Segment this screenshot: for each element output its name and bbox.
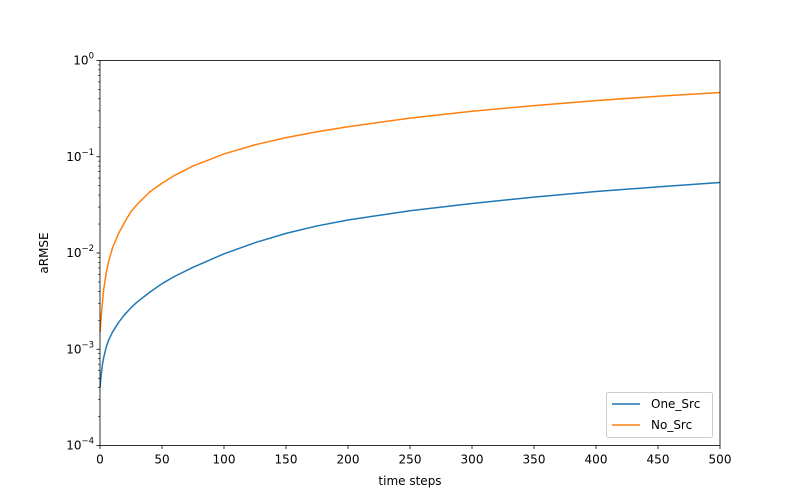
series-line-no-src	[99, 91, 721, 333]
y-tick-label: 100	[73, 52, 94, 68]
x-tick-label: 300	[461, 453, 484, 467]
series-layer	[99, 91, 721, 388]
x-tick-label: 350	[523, 453, 546, 467]
y-axis: 10−4 10−3 10−2 10−1 100	[66, 52, 100, 453]
y-tick-label: 10−2	[66, 244, 94, 260]
x-tick-label: 200	[337, 453, 360, 467]
x-tick-label: 0	[96, 453, 104, 467]
legend: One_Src No_Src	[606, 392, 713, 438]
x-tick-label: 50	[154, 453, 169, 467]
x-tick-label: 500	[709, 453, 732, 467]
x-tick-label: 250	[399, 453, 422, 467]
x-axis-label: time steps	[378, 474, 441, 488]
series-line-one-src	[99, 181, 721, 388]
x-tick-label: 400	[585, 453, 608, 467]
x-tick-label: 150	[275, 453, 298, 467]
y-axis-label: aRMSE	[37, 232, 51, 273]
y-tick-label: 10−3	[66, 340, 94, 356]
x-tick-label: 100	[213, 453, 236, 467]
legend-label-one-src: One_Src	[651, 397, 700, 411]
x-axis: 0 50 100 150 200 250 300 350 400 450 500	[96, 445, 732, 467]
x-tick-label: 450	[647, 453, 670, 467]
legend-label-no-src: No_Src	[651, 418, 692, 432]
y-tick-label: 10−1	[66, 148, 94, 164]
y-tick-label: 10−4	[66, 437, 94, 453]
